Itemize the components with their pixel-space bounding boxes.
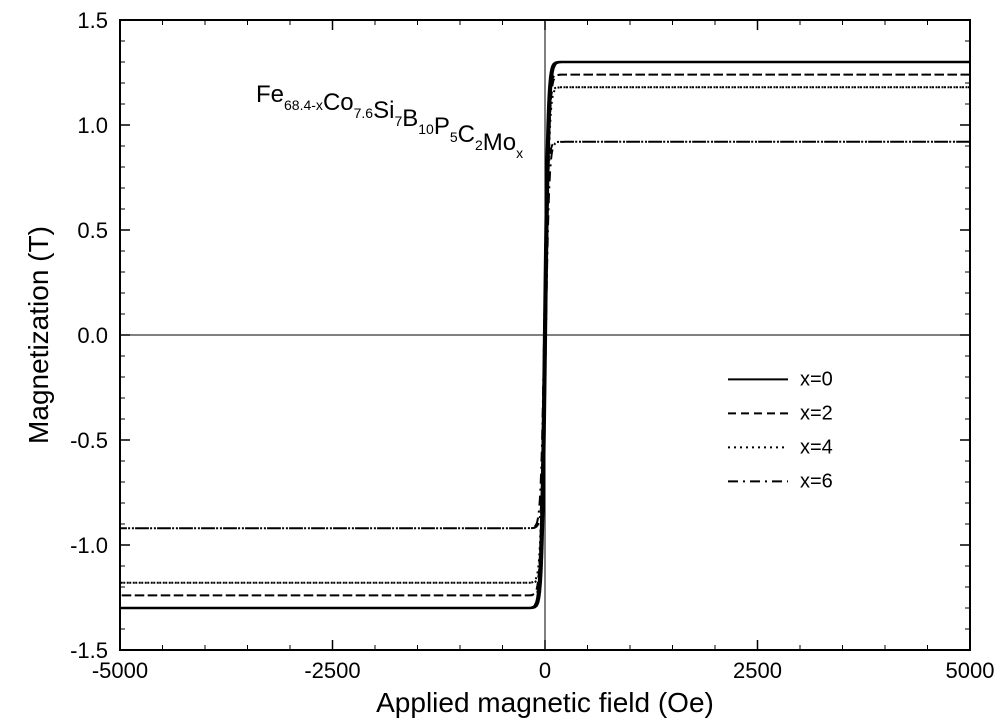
svg-text:-1.0: -1.0: [70, 533, 108, 558]
svg-text:0.5: 0.5: [77, 218, 108, 243]
svg-text:-2500: -2500: [304, 658, 360, 683]
svg-text:5000: 5000: [946, 658, 995, 683]
svg-text:0: 0: [539, 658, 551, 683]
svg-text:Magnetization (T): Magnetization (T): [23, 226, 54, 444]
svg-text:-0.5: -0.5: [70, 428, 108, 453]
svg-text:x=6: x=6: [800, 470, 833, 492]
svg-text:-1.5: -1.5: [70, 638, 108, 663]
chart-container: { "chart": { "type": "line", "plot_area"…: [0, 0, 1000, 727]
svg-text:x=0: x=0: [800, 368, 833, 390]
svg-text:Fe68.4-xCo7.6Si7B10P5C2Mox: Fe68.4-xCo7.6Si7B10P5C2Mox: [256, 81, 523, 161]
svg-text:1.0: 1.0: [77, 113, 108, 138]
svg-text:2500: 2500: [733, 658, 782, 683]
svg-text:1.5: 1.5: [77, 8, 108, 33]
hysteresis-plot: -5000-2500025005000-1.5-1.0-0.50.00.51.0…: [0, 0, 1000, 727]
svg-text:0.0: 0.0: [77, 323, 108, 348]
svg-text:x=2: x=2: [800, 402, 833, 424]
svg-text:x=4: x=4: [800, 436, 833, 458]
svg-text:Applied magnetic field (Oe): Applied magnetic field (Oe): [376, 687, 714, 718]
